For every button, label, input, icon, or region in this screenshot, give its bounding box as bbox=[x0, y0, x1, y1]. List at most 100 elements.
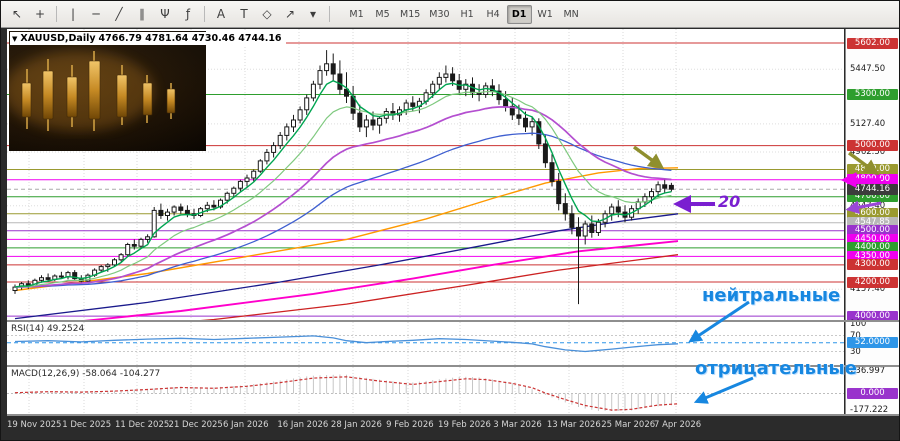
timeframe-W1[interactable]: W1 bbox=[537, 8, 553, 20]
candle bbox=[297, 106, 303, 124]
price-label: 4157.40 bbox=[850, 284, 886, 295]
candle bbox=[549, 154, 555, 187]
price-level-badge: 4450.00 bbox=[847, 233, 898, 245]
candle bbox=[324, 50, 330, 76]
candle bbox=[576, 217, 581, 305]
candle bbox=[589, 215, 595, 238]
candle bbox=[635, 198, 641, 214]
candle bbox=[165, 208, 170, 221]
text-icon[interactable]: A bbox=[216, 7, 226, 21]
main-chart-panel[interactable] bbox=[7, 29, 844, 320]
timeframe-H1[interactable]: H1 bbox=[460, 8, 474, 20]
time-axis-label: 19 Nov 2025 bbox=[7, 420, 62, 430]
equidistant-channel-icon[interactable]: ∥ bbox=[139, 7, 145, 21]
candle bbox=[390, 103, 396, 120]
time-axis-label: 19 Feb 2026 bbox=[438, 420, 491, 430]
candle bbox=[363, 114, 369, 138]
time-axis-label: 1 Dec 2025 bbox=[62, 420, 112, 430]
cursor-icon[interactable]: ↖ bbox=[11, 7, 23, 21]
candle bbox=[284, 123, 290, 141]
photo-candles-art bbox=[9, 31, 206, 151]
price-label: 5447.50 bbox=[850, 64, 886, 75]
time-axis-label: 7 Apr 2026 bbox=[654, 420, 702, 430]
toolbar-separator bbox=[329, 6, 330, 22]
candlestick-photo bbox=[9, 31, 206, 151]
price-level-badge: 5000.00 bbox=[847, 140, 898, 152]
candle bbox=[158, 203, 164, 219]
annotation-negative[interactable]: отрицательные bbox=[695, 358, 857, 379]
time-axis-label: 11 Dec 2025 bbox=[114, 420, 170, 430]
price-axis[interactable]: 5447.50 5127.40 4962.50 4647.40 4157.40 5602.… bbox=[845, 29, 899, 415]
candle bbox=[377, 116, 383, 134]
price-level-badge: 4350.00 bbox=[847, 250, 898, 262]
candle bbox=[184, 205, 190, 218]
symbol-dropdown-marker[interactable]: ▼ bbox=[12, 34, 18, 43]
shapes-icon[interactable]: ◇ bbox=[262, 7, 272, 21]
macd-indicator-label: MACD(12,26,9) -58.064 -104.277 bbox=[11, 369, 161, 379]
annotation-20[interactable]: 20 bbox=[718, 192, 741, 211]
arrows-dropdown-icon[interactable]: ▾ bbox=[309, 7, 317, 21]
candle bbox=[251, 169, 257, 182]
candle bbox=[662, 179, 668, 194]
candle bbox=[145, 234, 151, 243]
candle bbox=[483, 82, 489, 98]
price-level-badge: 4300.00 bbox=[847, 259, 898, 271]
candle bbox=[65, 270, 71, 280]
candle bbox=[131, 239, 137, 250]
candle bbox=[112, 258, 117, 267]
timeframe-H4[interactable]: H4 bbox=[486, 8, 500, 20]
main-chart-canvas[interactable] bbox=[7, 29, 844, 320]
candle bbox=[443, 65, 449, 83]
trendline-icon[interactable]: ╱ bbox=[115, 7, 123, 21]
candle bbox=[118, 253, 124, 262]
rsi-axis-label: 100 bbox=[850, 318, 867, 329]
vertical-line-icon[interactable]: | bbox=[70, 7, 76, 21]
symbol-label: XAUUSD,Daily bbox=[20, 33, 96, 44]
timeframe-M1[interactable]: M1 bbox=[349, 8, 364, 20]
time-axis-label: 21 Dec 2025 bbox=[168, 420, 223, 430]
toolbar-separator bbox=[56, 6, 57, 22]
candle bbox=[509, 97, 515, 120]
candle bbox=[12, 284, 18, 294]
candle bbox=[562, 193, 568, 221]
price-level-badge: 4600.00 bbox=[847, 208, 898, 220]
arrows-icon[interactable]: ↗ bbox=[284, 7, 296, 21]
current-price-badge: 4744.16 bbox=[847, 183, 898, 195]
horizontal-line-icon[interactable]: ─ bbox=[92, 7, 100, 21]
andrews-pitchfork-icon[interactable]: Ψ bbox=[160, 7, 170, 21]
text-label-icon[interactable]: T bbox=[240, 7, 248, 21]
timeframe-M15[interactable]: M15 bbox=[400, 8, 421, 20]
symbol-header: ▼ XAUUSD,Daily 4766.79 4781.64 4730.46 4… bbox=[10, 32, 286, 45]
candle bbox=[556, 172, 562, 211]
timeframe-M5[interactable]: M5 bbox=[375, 8, 390, 20]
candle bbox=[496, 84, 502, 105]
price-level-badge: 4700.00 bbox=[847, 191, 898, 203]
candle bbox=[231, 186, 237, 197]
time-axis-label: 9 Feb 2026 bbox=[386, 420, 434, 430]
panel-divider[interactable] bbox=[7, 414, 899, 416]
candle bbox=[655, 181, 661, 197]
timeframe-D1[interactable]: D1 bbox=[506, 4, 532, 24]
time-axis-label: 28 Jan 2026 bbox=[330, 420, 382, 430]
candle bbox=[569, 205, 575, 235]
candle bbox=[58, 271, 64, 279]
candle bbox=[257, 159, 263, 173]
macd-zero-badge: 0.000 bbox=[847, 388, 898, 399]
panel-divider[interactable] bbox=[7, 365, 899, 367]
panel-divider[interactable] bbox=[7, 320, 899, 322]
candle bbox=[542, 135, 548, 168]
rsi-indicator-label: RSI(14) 49.2524 bbox=[11, 324, 85, 334]
candle bbox=[178, 203, 184, 214]
fibonacci-retracement-icon[interactable]: ƒ bbox=[185, 7, 191, 21]
timeframe-MN[interactable]: MN bbox=[563, 8, 579, 20]
price-level-badge: 4000.00 bbox=[847, 310, 898, 322]
time-axis-label: 6 Jan 2026 bbox=[222, 420, 269, 430]
timeframe-M30[interactable]: M30 bbox=[429, 8, 450, 20]
candle bbox=[310, 80, 316, 102]
candle bbox=[304, 94, 310, 115]
candle bbox=[436, 72, 442, 90]
crosshair-icon[interactable]: + bbox=[34, 7, 46, 21]
annotation-neutral[interactable]: нейтральные bbox=[702, 285, 841, 306]
price-level-badge: 4400.00 bbox=[847, 242, 898, 254]
price-level-badge: 4547.85 bbox=[847, 217, 898, 229]
